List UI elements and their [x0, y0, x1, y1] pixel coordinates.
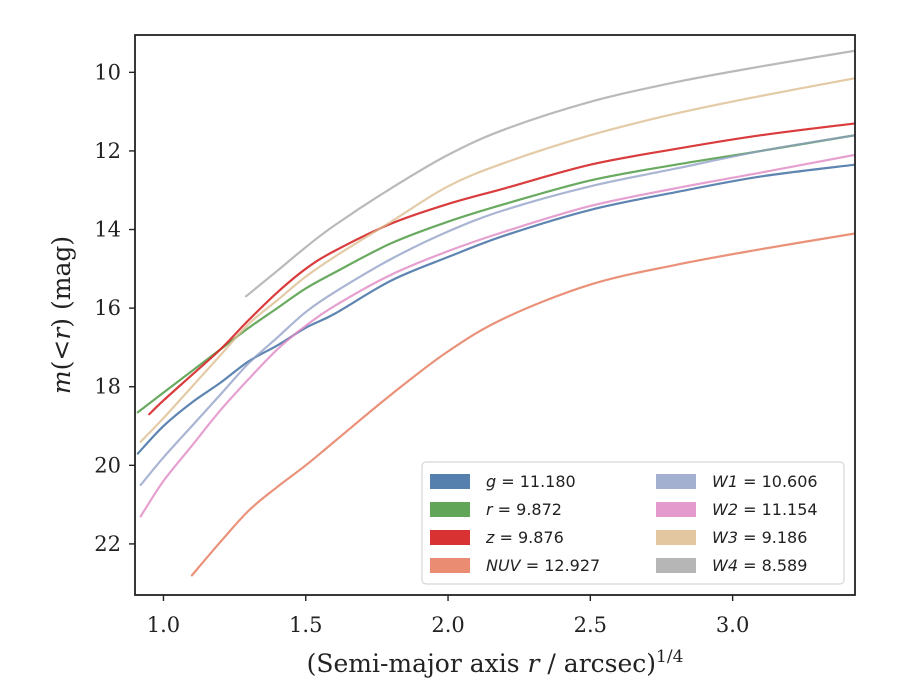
legend-swatch [430, 474, 470, 489]
legend-label: r = 9.872 [486, 500, 562, 519]
y-tick-label: 16 [94, 296, 121, 320]
legend-entry-z: z = 9.876 [430, 528, 564, 547]
x-axis-label: (Semi-major axis r / arcsec)1/4 [307, 647, 684, 678]
series-line-w1 [139, 134, 855, 487]
y-tick-label: 20 [94, 453, 121, 477]
legend-label: W2 = 11.154 [712, 500, 818, 519]
x-tick-label: 1.5 [289, 613, 322, 637]
y-tick-label: 10 [94, 60, 121, 84]
plot-frame [134, 34, 856, 596]
series-layer [136, 49, 855, 577]
ticks-layer: 1.0 1.5 2.0 2.5 3.0 10 12 14 16 18 20 22 [94, 60, 749, 637]
series-line-w2 [139, 153, 855, 518]
series-line-r [136, 134, 855, 414]
legend-swatch [430, 502, 470, 517]
y-tick-label: 18 [94, 375, 121, 399]
legend-entry-w1: W1 = 10.606 [656, 472, 818, 491]
legend-frame [421, 461, 845, 585]
series-line-w4 [244, 49, 855, 298]
legend-entry-g: g = 11.180 [430, 472, 576, 491]
legend-entry-nuv: NUV = 12.927 [430, 556, 600, 575]
x-tick-label: 2.0 [431, 613, 464, 637]
y-axis-label: m(<r) (mag) [47, 236, 76, 394]
legend-entry-r: r = 9.872 [430, 500, 562, 519]
x-tick-label: 1.0 [147, 613, 180, 637]
legend-swatch [656, 474, 696, 489]
series-line-w3 [139, 77, 855, 443]
legend-label: g = 11.180 [486, 472, 576, 491]
y-tick-label: 14 [94, 218, 121, 242]
legend-label: z = 9.876 [485, 528, 564, 547]
legend-entry-w2: W2 = 11.154 [656, 500, 818, 519]
legend-label: W3 = 9.186 [712, 528, 807, 547]
legend-entry-w3: W3 = 9.186 [656, 528, 807, 547]
series-line-z [148, 122, 855, 416]
series-line-nuv [190, 232, 855, 577]
legend-entry-w4: W4 = 8.589 [656, 556, 807, 575]
legend-label: NUV = 12.927 [486, 556, 600, 575]
x-tick-label: 2.5 [574, 613, 607, 637]
legend-swatch [656, 502, 696, 517]
legend-swatch [656, 530, 696, 545]
legend-label: W1 = 10.606 [712, 472, 818, 491]
y-tick-label: 22 [94, 532, 121, 556]
legend-swatch [430, 530, 470, 545]
legend-label: W4 = 8.589 [712, 556, 807, 575]
legend-swatch [656, 558, 696, 573]
legend-swatch [430, 558, 470, 573]
legend: g = 11.180 r = 9.872 z = 9.876 NUV = 12.927… [421, 461, 845, 585]
series-line-g [136, 163, 855, 455]
y-tick-label: 12 [94, 139, 121, 163]
x-tick-label: 3.0 [716, 613, 749, 637]
